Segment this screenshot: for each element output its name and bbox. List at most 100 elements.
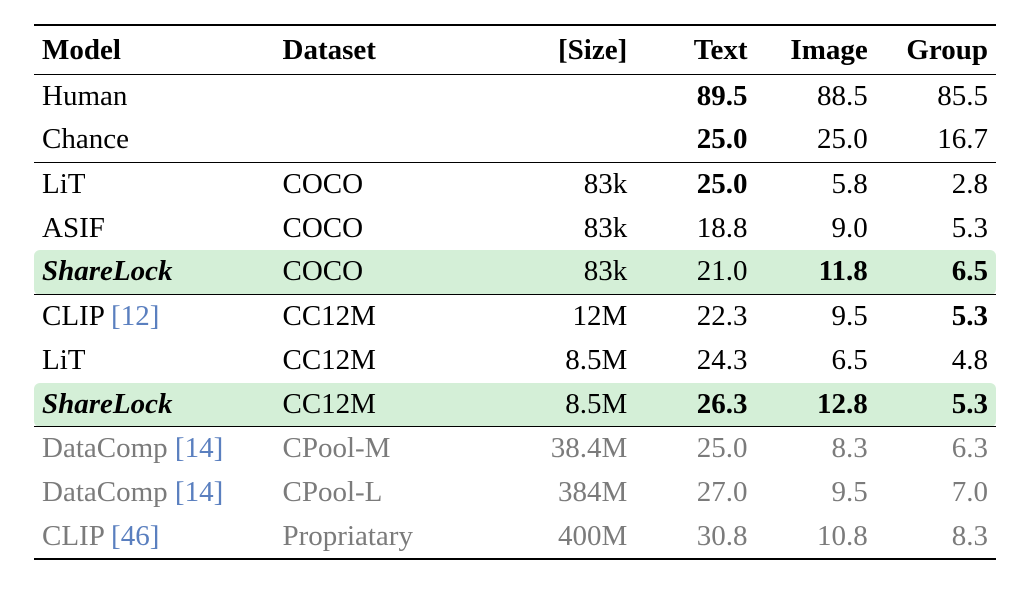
- cell-group: 5.3: [876, 207, 996, 251]
- citation: [14]: [175, 432, 223, 464]
- cell-size: 83k: [485, 163, 635, 207]
- cell-model: LiT: [34, 163, 275, 207]
- cell-group: 7.0: [876, 471, 996, 515]
- cell-size: 83k: [485, 250, 635, 294]
- cell-image: 5.8: [756, 163, 876, 207]
- cell-size: 8.5M: [485, 339, 635, 383]
- table-row: DataComp [14]CPool-L384M27.09.57.0: [34, 471, 996, 515]
- col-model: Model: [34, 25, 275, 74]
- cell-size: [485, 74, 635, 118]
- cell-model: DataComp [14]: [34, 471, 275, 515]
- cell-dataset: CC12M: [275, 383, 485, 427]
- cell-dataset: CC12M: [275, 339, 485, 383]
- model-name: ShareLock: [42, 255, 173, 287]
- cell-dataset: CPool-L: [275, 471, 485, 515]
- col-text: Text: [635, 25, 755, 74]
- table-row: Human 89.588.585.5: [34, 74, 996, 118]
- cell-text: 25.0: [635, 118, 755, 162]
- cell-text: 30.8: [635, 515, 755, 560]
- table-row: ShareLock COCO83k21.011.86.5: [34, 250, 996, 294]
- cell-image: 8.3: [756, 427, 876, 471]
- table-row: ASIF COCO83k18.89.05.3: [34, 207, 996, 251]
- cell-dataset: CC12M: [275, 295, 485, 339]
- col-size: [Size]: [485, 25, 635, 74]
- table-row: CLIP [12]CC12M12M22.39.55.3: [34, 295, 996, 339]
- cell-model: CLIP [46]: [34, 515, 275, 560]
- cell-size: 38.4M: [485, 427, 635, 471]
- cell-image: 10.8: [756, 515, 876, 560]
- cell-dataset: CPool-M: [275, 427, 485, 471]
- model-name: Chance: [42, 123, 129, 155]
- table-row: LiT CC12M8.5M24.36.54.8: [34, 339, 996, 383]
- cell-text: 89.5: [635, 74, 755, 118]
- cell-image: 9.5: [756, 295, 876, 339]
- model-name: ASIF: [42, 212, 105, 244]
- cell-model: CLIP [12]: [34, 295, 275, 339]
- citation: [12]: [111, 300, 159, 332]
- cell-text: 26.3: [635, 383, 755, 427]
- cell-model: ShareLock: [34, 383, 275, 427]
- col-group: Group: [876, 25, 996, 74]
- cell-dataset: [275, 74, 485, 118]
- cell-dataset: Propriatary: [275, 515, 485, 560]
- cell-image: 11.8: [756, 250, 876, 294]
- cell-group: 6.5: [876, 250, 996, 294]
- table-row: CLIP [46]Propriatary400M30.810.88.3: [34, 515, 996, 560]
- table-body: Human89.588.585.5Chance25.025.016.7LiTCO…: [34, 74, 996, 559]
- model-name: DataComp: [42, 476, 168, 508]
- cell-image: 6.5: [756, 339, 876, 383]
- cell-text: 25.0: [635, 427, 755, 471]
- cell-group: 85.5: [876, 74, 996, 118]
- cell-dataset: COCO: [275, 207, 485, 251]
- table-row: ShareLock CC12M8.5M26.312.85.3: [34, 383, 996, 427]
- model-name: Human: [42, 80, 127, 112]
- cell-text: 24.3: [635, 339, 755, 383]
- header-row: Model Dataset [Size] Text Image Group: [34, 25, 996, 74]
- cell-dataset: COCO: [275, 250, 485, 294]
- citation: [14]: [175, 476, 223, 508]
- cell-model: Chance: [34, 118, 275, 162]
- cell-size: 12M: [485, 295, 635, 339]
- table-container: Model Dataset [Size] Text Image Group Hu…: [0, 0, 1030, 590]
- cell-model: ASIF: [34, 207, 275, 251]
- cell-group: 16.7: [876, 118, 996, 162]
- cell-model: ShareLock: [34, 250, 275, 294]
- cell-group: 6.3: [876, 427, 996, 471]
- cell-image: 9.0: [756, 207, 876, 251]
- cell-model: DataComp [14]: [34, 427, 275, 471]
- cell-text: 21.0: [635, 250, 755, 294]
- cell-text: 22.3: [635, 295, 755, 339]
- cell-dataset: COCO: [275, 163, 485, 207]
- cell-model: LiT: [34, 339, 275, 383]
- cell-group: 5.3: [876, 295, 996, 339]
- model-name: LiT: [42, 344, 86, 376]
- cell-size: 384M: [485, 471, 635, 515]
- cell-dataset: [275, 118, 485, 162]
- table-row: DataComp [14]CPool-M38.4M25.08.36.3: [34, 427, 996, 471]
- cell-group: 4.8: [876, 339, 996, 383]
- col-image: Image: [756, 25, 876, 74]
- citation: [46]: [111, 520, 159, 552]
- model-name: CLIP: [42, 300, 104, 332]
- cell-group: 8.3: [876, 515, 996, 560]
- col-dataset: Dataset: [275, 25, 485, 74]
- cell-size: [485, 118, 635, 162]
- cell-text: 25.0: [635, 163, 755, 207]
- model-name: ShareLock: [42, 388, 173, 420]
- cell-size: 8.5M: [485, 383, 635, 427]
- cell-group: 5.3: [876, 383, 996, 427]
- cell-text: 18.8: [635, 207, 755, 251]
- model-name: LiT: [42, 168, 86, 200]
- cell-image: 88.5: [756, 74, 876, 118]
- cell-image: 12.8: [756, 383, 876, 427]
- results-table: Model Dataset [Size] Text Image Group Hu…: [34, 24, 996, 560]
- cell-group: 2.8: [876, 163, 996, 207]
- cell-size: 83k: [485, 207, 635, 251]
- table-row: Chance25.025.016.7: [34, 118, 996, 162]
- cell-image: 9.5: [756, 471, 876, 515]
- cell-size: 400M: [485, 515, 635, 560]
- cell-text: 27.0: [635, 471, 755, 515]
- model-name: DataComp: [42, 432, 168, 464]
- cell-image: 25.0: [756, 118, 876, 162]
- cell-model: Human: [34, 74, 275, 118]
